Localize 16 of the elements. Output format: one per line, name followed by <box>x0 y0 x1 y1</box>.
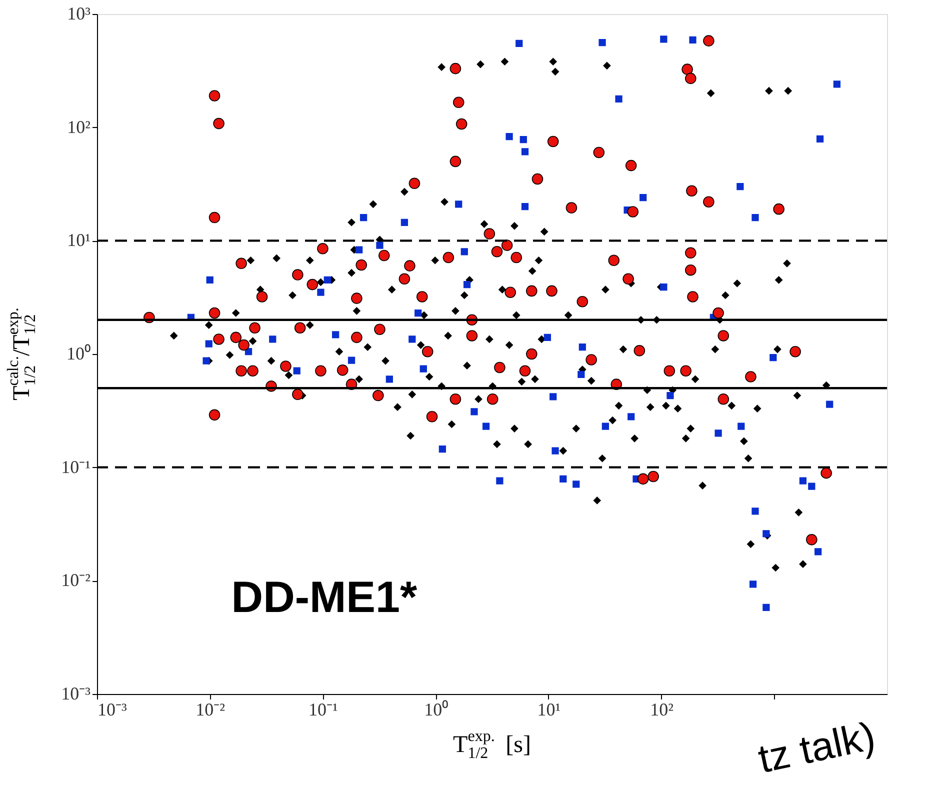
y-tick-label: 10¹ <box>67 230 90 250</box>
text: tz talk) <box>754 714 879 782</box>
y-tick-label: 10⁻³ <box>61 684 92 704</box>
y-tick-label: 10² <box>67 116 90 137</box>
y-tick-label: 10⁰ <box>66 344 90 364</box>
x-tick-label: 10⁻³ <box>98 700 128 720</box>
y-tick-label: 10⁻² <box>61 570 90 590</box>
x-tick-label: 10¹ <box>537 700 561 720</box>
x-tick-label: 10⁻² <box>196 700 226 720</box>
annotation: DD-ME1* <box>231 572 418 622</box>
y-tick-label: 10⁻¹ <box>61 456 90 477</box>
x-tick-label: 10⁰ <box>424 700 448 720</box>
x-tick-label: 10² <box>650 700 674 720</box>
x-tick-label: 10⁻¹ <box>308 700 338 720</box>
y-axis-title: T1/2calc./T1/2exp. <box>5 308 39 400</box>
y-tick-label: 10³ <box>67 4 92 24</box>
